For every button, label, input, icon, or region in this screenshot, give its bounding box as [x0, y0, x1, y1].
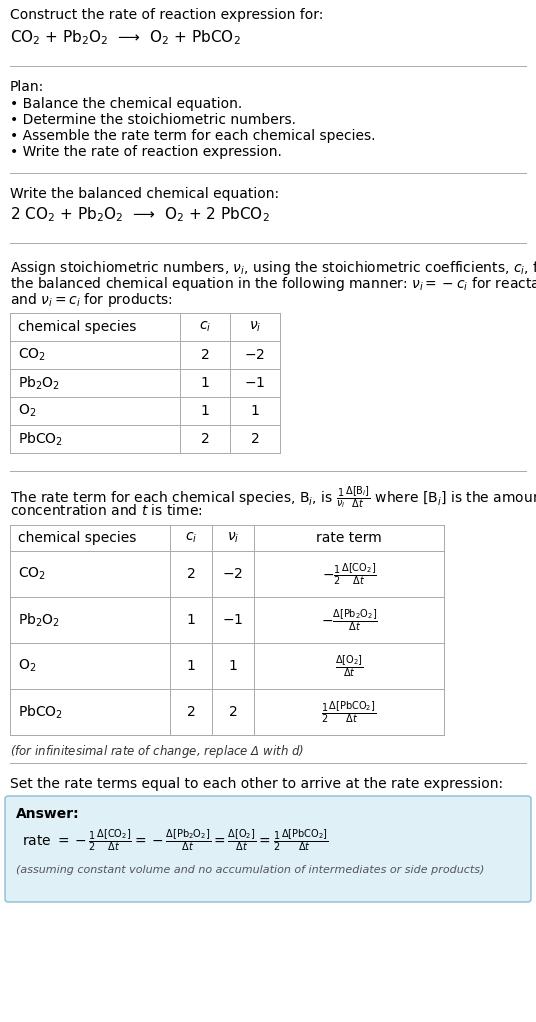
- Text: rate term: rate term: [316, 531, 382, 545]
- Text: 2: 2: [229, 705, 237, 719]
- Text: • Determine the stoichiometric numbers.: • Determine the stoichiometric numbers.: [10, 113, 296, 127]
- Text: rate $= -\frac{1}{2}\frac{\Delta[\mathrm{CO}_2]}{\Delta t} = -\frac{\Delta[\math: rate $= -\frac{1}{2}\frac{\Delta[\mathrm…: [22, 827, 329, 852]
- Text: Pb$_2$O$_2$: Pb$_2$O$_2$: [18, 374, 60, 391]
- Text: $-2$: $-2$: [222, 567, 243, 580]
- Text: 2: 2: [251, 432, 259, 446]
- Text: 1: 1: [228, 659, 237, 673]
- Text: $-\frac{\Delta[\mathrm{Pb}_2\mathrm{O}_2]}{\Delta t}$: $-\frac{\Delta[\mathrm{Pb}_2\mathrm{O}_2…: [321, 607, 377, 633]
- Text: $-\frac{1}{2}\frac{\Delta[\mathrm{CO}_2]}{\Delta t}$: $-\frac{1}{2}\frac{\Delta[\mathrm{CO}_2]…: [322, 561, 376, 587]
- Text: and $\nu_i = c_i$ for products:: and $\nu_i = c_i$ for products:: [10, 291, 173, 309]
- Text: O$_2$: O$_2$: [18, 403, 36, 419]
- Text: 1: 1: [200, 376, 210, 390]
- Text: 2: 2: [187, 567, 196, 580]
- Text: 2: 2: [187, 705, 196, 719]
- Text: Write the balanced chemical equation:: Write the balanced chemical equation:: [10, 187, 279, 201]
- Text: CO$_2$: CO$_2$: [18, 346, 46, 363]
- Text: 1: 1: [187, 613, 196, 628]
- Text: PbCO$_2$: PbCO$_2$: [18, 430, 63, 448]
- Text: $-1$: $-1$: [222, 613, 244, 628]
- Text: chemical species: chemical species: [18, 531, 136, 545]
- Text: Answer:: Answer:: [16, 807, 80, 821]
- Text: chemical species: chemical species: [18, 320, 136, 334]
- Text: $-2$: $-2$: [244, 349, 265, 362]
- Text: 2: 2: [200, 432, 210, 446]
- Text: Assign stoichiometric numbers, $\nu_i$, using the stoichiometric coefficients, $: Assign stoichiometric numbers, $\nu_i$, …: [10, 259, 536, 277]
- Text: $c_i$: $c_i$: [199, 320, 211, 334]
- Text: Pb$_2$O$_2$: Pb$_2$O$_2$: [18, 611, 60, 629]
- Text: Plan:: Plan:: [10, 80, 44, 94]
- Text: (for infinitesimal rate of change, replace Δ with $d$): (for infinitesimal rate of change, repla…: [10, 743, 304, 760]
- Text: • Assemble the rate term for each chemical species.: • Assemble the rate term for each chemic…: [10, 129, 376, 143]
- Text: (assuming constant volume and no accumulation of intermediates or side products): (assuming constant volume and no accumul…: [16, 865, 485, 875]
- Text: $\nu_i$: $\nu_i$: [249, 320, 261, 334]
- Text: 1: 1: [187, 659, 196, 673]
- Text: the balanced chemical equation in the following manner: $\nu_i = -c_i$ for react: the balanced chemical equation in the fo…: [10, 275, 536, 293]
- Text: $\nu_i$: $\nu_i$: [227, 530, 239, 545]
- Text: PbCO$_2$: PbCO$_2$: [18, 703, 63, 721]
- Text: 2 CO$_2$ + Pb$_2$O$_2$  ⟶  O$_2$ + 2 PbCO$_2$: 2 CO$_2$ + Pb$_2$O$_2$ ⟶ O$_2$ + 2 PbCO$…: [10, 205, 270, 224]
- Text: $-1$: $-1$: [244, 376, 266, 390]
- Text: CO$_2$: CO$_2$: [18, 566, 46, 583]
- Text: CO$_2$ + Pb$_2$O$_2$  ⟶  O$_2$ + PbCO$_2$: CO$_2$ + Pb$_2$O$_2$ ⟶ O$_2$ + PbCO$_2$: [10, 28, 241, 47]
- Text: The rate term for each chemical species, B$_i$, is $\frac{1}{\nu_i}\frac{\Delta[: The rate term for each chemical species,…: [10, 485, 536, 511]
- Text: O$_2$: O$_2$: [18, 658, 36, 675]
- Text: 1: 1: [200, 404, 210, 418]
- Text: $c_i$: $c_i$: [185, 530, 197, 545]
- Text: Construct the rate of reaction expression for:: Construct the rate of reaction expressio…: [10, 8, 323, 22]
- Text: 2: 2: [200, 349, 210, 362]
- Text: 1: 1: [250, 404, 259, 418]
- Text: • Write the rate of reaction expression.: • Write the rate of reaction expression.: [10, 145, 282, 159]
- Text: $\frac{\Delta[\mathrm{O}_2]}{\Delta t}$: $\frac{\Delta[\mathrm{O}_2]}{\Delta t}$: [334, 653, 363, 679]
- FancyBboxPatch shape: [5, 796, 531, 902]
- Text: $\frac{1}{2}\frac{\Delta[\mathrm{PbCO}_2]}{\Delta t}$: $\frac{1}{2}\frac{\Delta[\mathrm{PbCO}_2…: [322, 699, 377, 725]
- Text: • Balance the chemical equation.: • Balance the chemical equation.: [10, 97, 242, 111]
- Text: Set the rate terms equal to each other to arrive at the rate expression:: Set the rate terms equal to each other t…: [10, 777, 503, 791]
- Text: concentration and $t$ is time:: concentration and $t$ is time:: [10, 503, 203, 518]
